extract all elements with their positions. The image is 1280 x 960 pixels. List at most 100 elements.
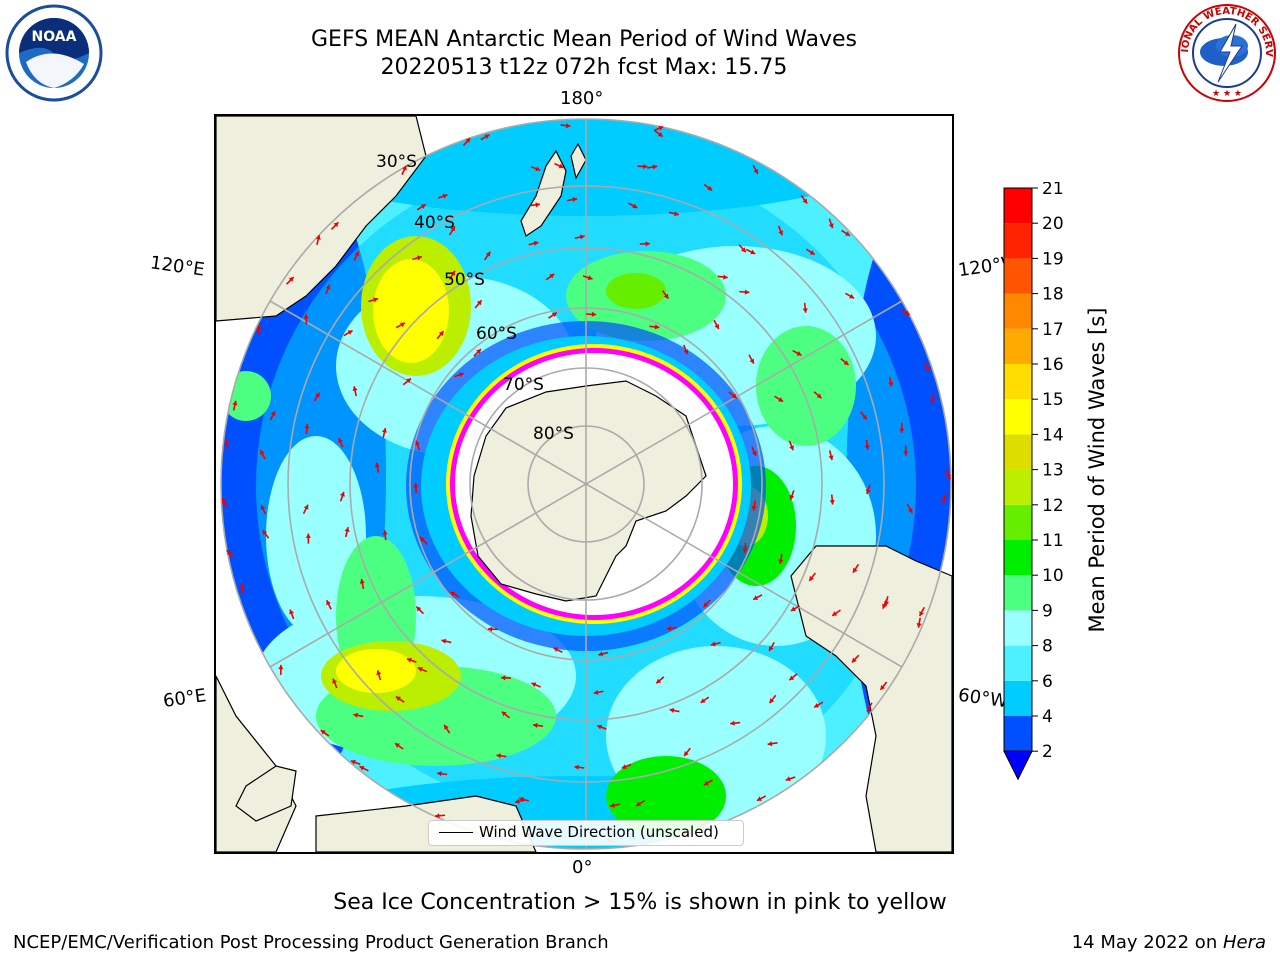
- legend-line-sample: [439, 832, 473, 833]
- wave-direction-arrow: [412, 255, 423, 261]
- wave-direction-arrow: [800, 194, 808, 204]
- footer-date-text: 14 May 2022 on: [1071, 932, 1223, 953]
- wave-direction-arrow: [666, 625, 677, 631]
- wave-direction-arrow: [560, 123, 571, 129]
- wave-direction-arrow: [655, 676, 665, 684]
- wave-direction-arrow: [353, 251, 360, 261]
- wave-direction-arrow: [774, 395, 784, 403]
- wave-direction-arrow: [343, 329, 353, 337]
- wave-direction-arrow: [745, 248, 756, 255]
- wave-direction-arrow: [344, 527, 350, 538]
- wave-direction-arrow: [788, 673, 798, 681]
- colorbar-tick-label: 10: [1042, 566, 1064, 586]
- wave-direction-arrow: [330, 221, 339, 230]
- wave-direction-arrow: [436, 330, 445, 340]
- colorbar-under-triangle: [1003, 750, 1033, 781]
- wave-direction-arrow: [739, 289, 750, 295]
- wave-direction-arrow: [480, 133, 490, 141]
- wave-direction-arrow: [289, 609, 295, 620]
- wave-direction-arrow: [751, 446, 757, 457]
- colorbar-segment: [1004, 680, 1032, 716]
- wave-direction-arrow: [866, 702, 873, 712]
- lat-label-60s: 60°S: [476, 324, 517, 344]
- colorbar-segment: [1004, 223, 1032, 259]
- wave-direction-arrow: [593, 689, 604, 695]
- colorbar-tick-label: 13: [1042, 461, 1064, 481]
- footer-date: 14 May 2022 on Hera: [1072, 932, 1266, 953]
- wave-direction-arrow: [788, 440, 795, 451]
- wave-direction-arrow: [448, 270, 456, 280]
- wave-direction-arrow: [368, 297, 379, 303]
- wave-direction-arrow: [865, 484, 871, 495]
- wave-direction-arrow: [730, 720, 741, 726]
- wave-direction-arrow: [260, 504, 267, 515]
- lat-label-50s: 50°S: [444, 270, 485, 290]
- wave-direction-arrow: [841, 229, 851, 237]
- wave-direction-arrow: [637, 163, 648, 170]
- wave-direction-arrow: [751, 500, 757, 511]
- wave-direction-arrow: [703, 779, 713, 786]
- colorbar-label: Mean Period of Wind Waves [s]: [1085, 307, 1109, 633]
- wave-direction-arrow: [338, 437, 344, 448]
- lon-label-180: 180°: [560, 88, 604, 109]
- lon-label-120e: 120°E: [148, 252, 206, 281]
- wave-direction-arrow: [918, 606, 925, 617]
- wave-direction-arrow: [574, 234, 585, 240]
- wave-direction-arrow: [302, 504, 309, 515]
- wave-direction-arrow: [332, 678, 338, 689]
- wave-direction-arrow: [710, 641, 721, 647]
- wave-direction-arrow: [683, 747, 691, 757]
- wave-direction-arrow: [567, 196, 578, 203]
- colorbar-tick-label: 18: [1042, 285, 1064, 305]
- wave-direction-arrow: [256, 324, 262, 335]
- wave-direction-arrow: [635, 799, 646, 807]
- wave-direction-arrow: [443, 724, 451, 734]
- wave-direction-arrow: [304, 423, 310, 435]
- wave-direction-arrow: [315, 234, 321, 246]
- colorbar-segment: [1004, 716, 1032, 752]
- wave-direction-arrow: [545, 273, 555, 281]
- wave-direction-arrow: [802, 302, 808, 313]
- lon-label-0: 0°: [572, 857, 593, 878]
- wave-direction-arrow: [413, 483, 419, 494]
- wave-direction-arrow: [888, 376, 894, 387]
- wave-direction-arrow: [829, 494, 835, 505]
- wave-direction-arrow: [554, 162, 564, 169]
- wave-direction-arrow: [596, 724, 607, 730]
- colorbar-tick-label: 8: [1042, 637, 1053, 657]
- colorbar-tick-label: 6: [1042, 672, 1053, 692]
- wave-direction-arrow: [900, 309, 911, 316]
- footer-host: Hera: [1222, 932, 1266, 953]
- legend-label: Wind Wave Direction (unscaled): [479, 823, 719, 841]
- antarctica: [470, 380, 707, 602]
- wave-direction-arrow: [473, 348, 482, 357]
- lat-label-80s: 80°S: [533, 424, 574, 444]
- colorbar-tick-label: 21: [1042, 182, 1064, 199]
- wave-direction-arrow: [239, 583, 245, 594]
- wave-direction-arrow: [415, 606, 424, 615]
- wave-direction-arrow: [453, 372, 464, 378]
- colorbar-segment: [1004, 188, 1032, 224]
- sea-ice-caption: Sea Ice Concentration > 15% is shown in …: [333, 890, 947, 915]
- colorbar-segment: [1004, 575, 1032, 611]
- wave-direction-arrow: [553, 647, 563, 654]
- wave-direction-arrow: [768, 694, 777, 704]
- wave-direction-arrow: [828, 218, 834, 229]
- wave-direction-arrow: [437, 193, 448, 199]
- colorbar-ticks: 2 4 6 8 9 10 11 12 13 14 15 16 17 18 19 20 21: [1032, 182, 1064, 762]
- wave-direction-arrow: [394, 742, 404, 750]
- wave-direction-arrow: [474, 299, 483, 309]
- lat-label-70s: 70°S: [503, 375, 544, 395]
- wave-direction-arrow: [884, 596, 890, 607]
- nws-logo: NATIONAL WEATHER SERVICE ★ ★ ★: [1176, 2, 1276, 102]
- wave-direction-arrow: [278, 664, 284, 675]
- noaa-logo-text: NOAA: [32, 29, 77, 45]
- wave-direction-arrow: [416, 203, 427, 211]
- wave-direction-arrow: [353, 712, 364, 718]
- wave-direction-arrow: [419, 536, 428, 545]
- colorbar-segment: [1004, 399, 1032, 435]
- wave-direction-arrow: [529, 202, 541, 208]
- wave-direction-arrow: [417, 666, 428, 673]
- wave-direction-arrow: [792, 349, 802, 357]
- wave-direction-arrow: [350, 759, 361, 766]
